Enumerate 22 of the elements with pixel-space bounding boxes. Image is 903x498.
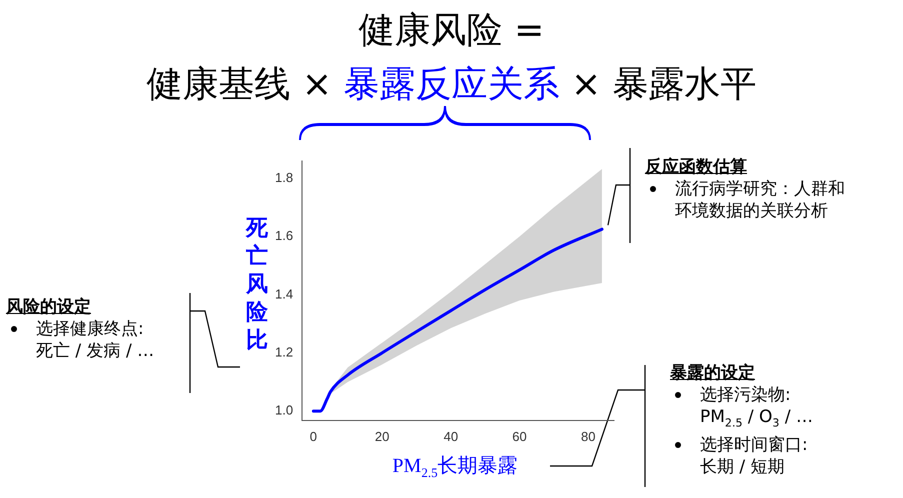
x-tick-label: 40 — [444, 428, 458, 444]
annotation: 反应函数估算 — [645, 156, 748, 178]
text: 选择时间窗口: 长期 / 短期 — [700, 434, 809, 478]
x-tick-label: 0 — [310, 428, 318, 444]
x-axis-title: PM$_{2.5}$长期暴露 — [391, 454, 519, 481]
text: 流行病学研究：人群和环境数据的关联分析 — [675, 178, 846, 222]
chart-subtitle: 健康基线 × 暴露反应关系 × 暴露水平 — [145, 63, 758, 107]
y-tick-label: 1.2 — [274, 344, 294, 360]
chart-title: 健康风险 = — [358, 9, 546, 53]
line-series — [312, 228, 604, 413]
text: 暴露的设定 — [670, 362, 756, 384]
x-tick-label: 80 — [581, 428, 596, 444]
y-tick-label: 1.0 — [274, 402, 294, 418]
y-tick-label: 1.8 — [274, 170, 294, 185]
text: 选择健康终点: 死亡 / 发病 / … — [36, 318, 156, 362]
y-axis-title: 死亡风险比 — [244, 215, 269, 355]
text: 选择污染物: PM$_{2.5}$ / O$_{3}$ / … — [700, 384, 814, 432]
x-tick-label: 20 — [374, 428, 390, 444]
text: 风险的设定 — [6, 296, 92, 318]
x-tick-label: 60 — [512, 428, 527, 444]
y-tick-label: 1.4 — [274, 286, 294, 302]
y-tick-label: 1.6 — [274, 228, 294, 244]
